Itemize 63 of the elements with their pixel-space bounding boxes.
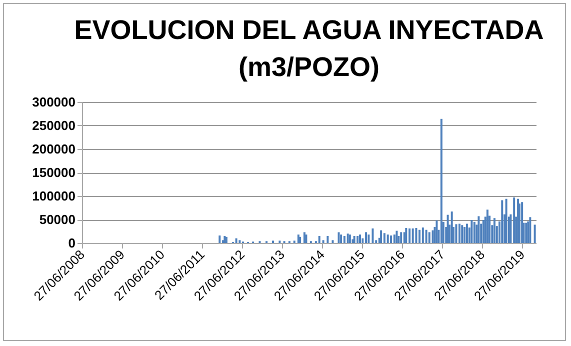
bar — [527, 221, 530, 243]
bar — [225, 236, 228, 243]
bar — [470, 220, 473, 243]
bar — [218, 235, 221, 243]
bar — [353, 236, 356, 243]
bar — [386, 234, 389, 243]
bar — [513, 197, 516, 243]
bar — [501, 200, 504, 243]
chart-title: EVOLUCION DEL AGUA INYECTADA (m3/POZO) — [74, 15, 544, 82]
bar — [343, 236, 346, 243]
bar — [412, 228, 414, 243]
bar — [390, 235, 392, 243]
bar — [473, 222, 476, 243]
y-tick-label: 300000 — [32, 94, 76, 110]
bar — [380, 230, 382, 243]
bar — [425, 230, 428, 243]
bar — [372, 228, 374, 243]
bar — [415, 228, 418, 243]
bar — [405, 228, 408, 243]
bar — [396, 230, 398, 243]
bar — [428, 232, 430, 243]
bar — [322, 240, 324, 243]
bar — [383, 233, 386, 243]
bar — [466, 224, 468, 243]
bar — [332, 240, 334, 243]
bar — [493, 218, 496, 243]
bar — [318, 236, 320, 243]
y-tick-label: 200000 — [32, 142, 76, 156]
bar — [505, 198, 508, 243]
bar — [356, 236, 359, 243]
bar — [408, 228, 411, 243]
bar — [235, 238, 238, 243]
bar — [338, 232, 340, 243]
bar — [464, 227, 466, 243]
bar — [359, 234, 362, 243]
bar — [340, 234, 342, 243]
y-tick-label: 250000 — [32, 118, 76, 133]
y-tick-label: 100000 — [32, 188, 76, 204]
bar — [348, 234, 351, 243]
bar — [529, 217, 532, 243]
bar — [346, 234, 349, 243]
y-tick-label: 50000 — [39, 212, 76, 227]
bar — [458, 224, 461, 243]
bar — [400, 232, 402, 243]
bar — [418, 230, 421, 243]
y-tick-label: 0 — [68, 236, 76, 250]
bar — [461, 225, 464, 243]
bar — [368, 234, 370, 243]
bar — [224, 236, 226, 243]
y-tick-label: 150000 — [32, 165, 76, 180]
bar — [238, 240, 241, 243]
bar — [478, 216, 480, 243]
bar — [486, 210, 488, 243]
bar — [534, 224, 536, 243]
bar — [326, 236, 329, 243]
bar — [482, 220, 484, 243]
bar — [455, 224, 458, 243]
bar — [440, 118, 442, 243]
bar — [305, 234, 308, 243]
bar — [365, 232, 368, 243]
bar — [422, 227, 424, 243]
bar — [393, 234, 396, 243]
bar — [436, 220, 438, 243]
